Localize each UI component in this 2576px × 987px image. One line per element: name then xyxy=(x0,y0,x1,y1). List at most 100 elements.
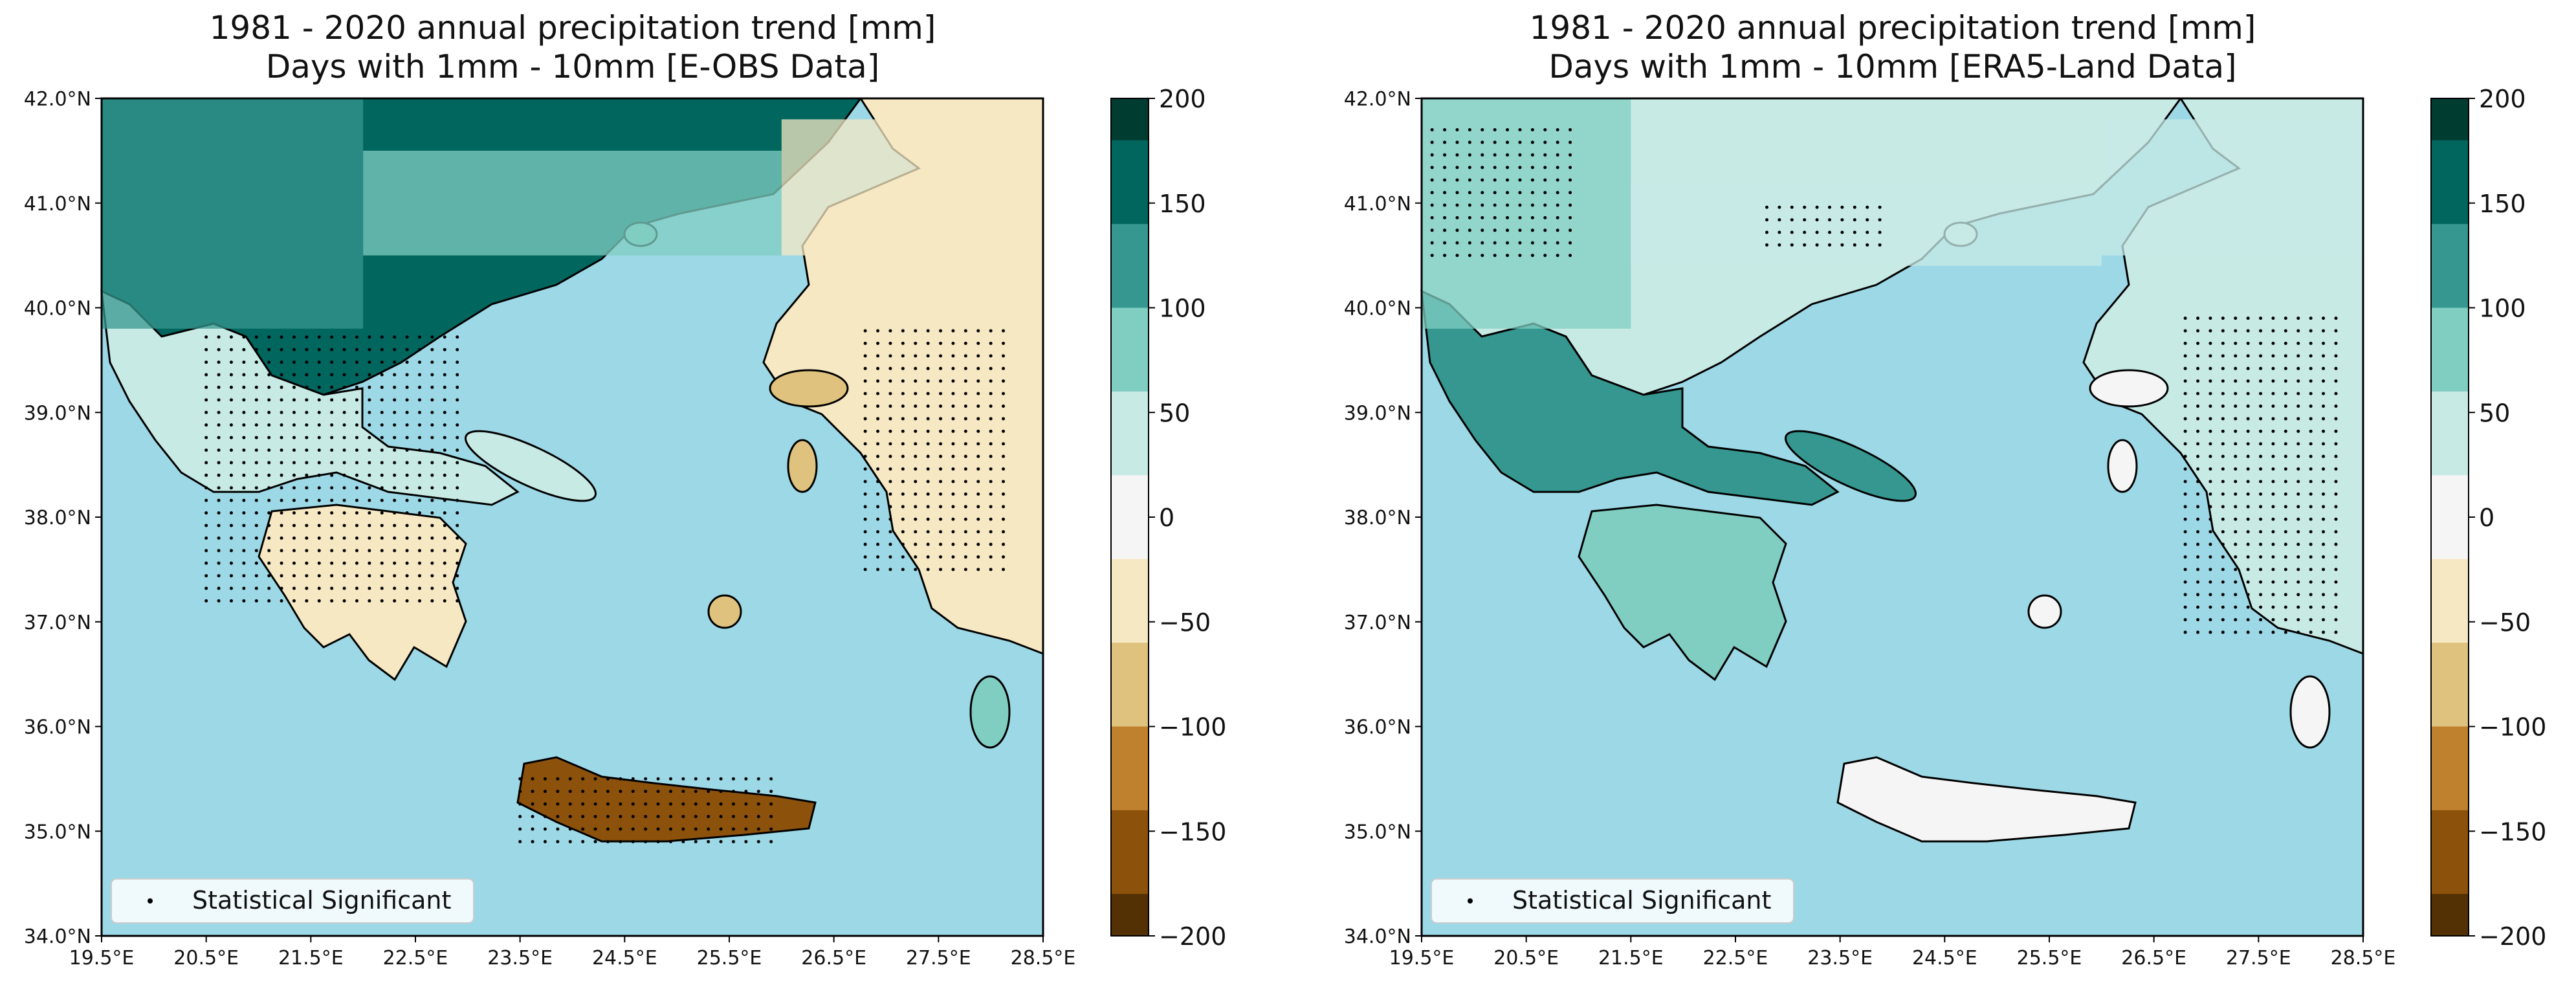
significance-dot xyxy=(1506,153,1510,157)
significance-dot xyxy=(443,473,446,477)
significance-dot xyxy=(656,815,660,819)
significance-dot xyxy=(631,827,635,831)
colorbar-segment xyxy=(2431,370,2469,392)
significance-dot xyxy=(280,486,283,490)
significance-dot xyxy=(2284,555,2287,559)
significance-dot xyxy=(2208,454,2212,458)
significance-dot xyxy=(1543,216,1547,219)
significance-dot xyxy=(989,429,993,433)
significance-dot xyxy=(2259,429,2263,433)
lon-tick-label: 21.5°E xyxy=(278,947,344,970)
significance-dot xyxy=(229,486,233,490)
significance-dot xyxy=(1866,243,1869,247)
significance-dot xyxy=(951,454,955,458)
significance-dot xyxy=(267,461,271,465)
colorbar-tick-label: 50 xyxy=(2479,399,2510,427)
significance-dot xyxy=(1002,517,1006,521)
significance-dot xyxy=(2208,593,2212,597)
colorbar-segment xyxy=(1111,245,1149,267)
significance-dot xyxy=(1430,254,1434,258)
significance-dot xyxy=(355,486,358,490)
significance-dot xyxy=(443,561,446,565)
significance-dot xyxy=(2271,354,2275,358)
significance-dot xyxy=(342,410,346,414)
significance-dot xyxy=(963,417,967,421)
significance-dot xyxy=(393,398,397,402)
significance-dot xyxy=(280,473,283,477)
colorbar-segment xyxy=(2431,224,2469,246)
significance-dot xyxy=(393,574,397,578)
significance-dot xyxy=(204,486,208,490)
colorbar-segment xyxy=(2431,328,2469,351)
significance-dot xyxy=(1556,241,1559,245)
land-crete xyxy=(516,756,817,843)
significance-dot xyxy=(1569,128,1572,132)
significance-dot xyxy=(204,373,208,377)
significance-dot xyxy=(543,815,547,819)
significance-dot xyxy=(2322,630,2326,634)
significance-dot xyxy=(1803,230,1807,234)
significance-dot xyxy=(443,398,446,402)
significance-dot xyxy=(2334,630,2338,634)
colorbar-segment xyxy=(1111,328,1149,351)
significance-dot xyxy=(888,568,892,571)
significance-dot xyxy=(380,360,384,364)
significance-dot xyxy=(888,392,892,395)
significance-dot xyxy=(430,373,434,377)
significance-dot xyxy=(317,574,321,578)
significance-dot xyxy=(2208,316,2212,320)
significance-dot xyxy=(694,802,698,806)
significance-dot xyxy=(229,423,233,427)
significance-dot xyxy=(888,542,892,546)
significance-dot xyxy=(2246,517,2250,521)
significance-dot xyxy=(1481,241,1484,245)
colorbar-segment xyxy=(1111,580,1149,602)
significance-dot xyxy=(644,827,648,831)
significance-dot xyxy=(668,827,672,831)
significance-dot xyxy=(2322,454,2326,458)
significance-dot xyxy=(556,827,560,831)
significance-dot xyxy=(901,530,905,534)
lon-tick-label: 20.5°E xyxy=(173,947,239,970)
colorbar-tick-label: −50 xyxy=(2479,608,2531,637)
significance-dot xyxy=(254,335,258,339)
lon-tick-label: 28.5°E xyxy=(1011,947,1076,970)
significance-dot xyxy=(1840,205,1844,209)
significance-dot xyxy=(2221,593,2225,597)
significance-dot xyxy=(405,586,409,590)
significance-dot xyxy=(330,348,334,351)
significance-dot xyxy=(204,410,208,414)
significance-dot xyxy=(926,442,930,446)
significance-dot xyxy=(1493,178,1497,182)
colorbar-segment xyxy=(1111,684,1149,707)
significance-dot xyxy=(1002,341,1006,345)
significance-dot xyxy=(2221,366,2225,370)
significance-dot xyxy=(2234,580,2238,584)
significance-dot xyxy=(939,366,943,370)
significance-dot xyxy=(305,574,309,578)
significance-dot xyxy=(242,373,246,377)
significance-dot xyxy=(1506,140,1510,144)
significance-dot xyxy=(2196,379,2200,383)
significance-dot xyxy=(2322,605,2326,609)
significance-dot xyxy=(1815,243,1819,247)
significance-dot xyxy=(769,790,773,793)
map-title-line1: 1981 - 2020 annual precipitation trend [… xyxy=(1530,9,2256,47)
significance-dot xyxy=(1430,166,1434,170)
region-turkey-northwest xyxy=(781,119,1043,256)
significance-dot xyxy=(2208,517,2212,521)
significance-dot xyxy=(951,354,955,358)
significance-dot xyxy=(393,486,397,490)
significance-dot xyxy=(242,461,246,465)
significance-dot xyxy=(1790,205,1794,209)
significance-dot xyxy=(619,777,622,781)
colorbar-segment xyxy=(2431,705,2469,727)
significance-dot xyxy=(2221,405,2225,408)
significance-dot xyxy=(267,373,271,377)
significance-dot xyxy=(876,429,880,433)
significance-dot xyxy=(2183,417,2187,421)
significance-dot xyxy=(2271,442,2275,446)
significance-dot xyxy=(1569,203,1572,207)
significance-dot xyxy=(951,505,955,509)
